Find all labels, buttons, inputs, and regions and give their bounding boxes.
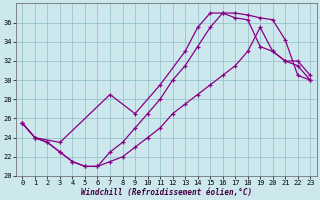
X-axis label: Windchill (Refroidissement éolien,°C): Windchill (Refroidissement éolien,°C) <box>81 188 252 197</box>
